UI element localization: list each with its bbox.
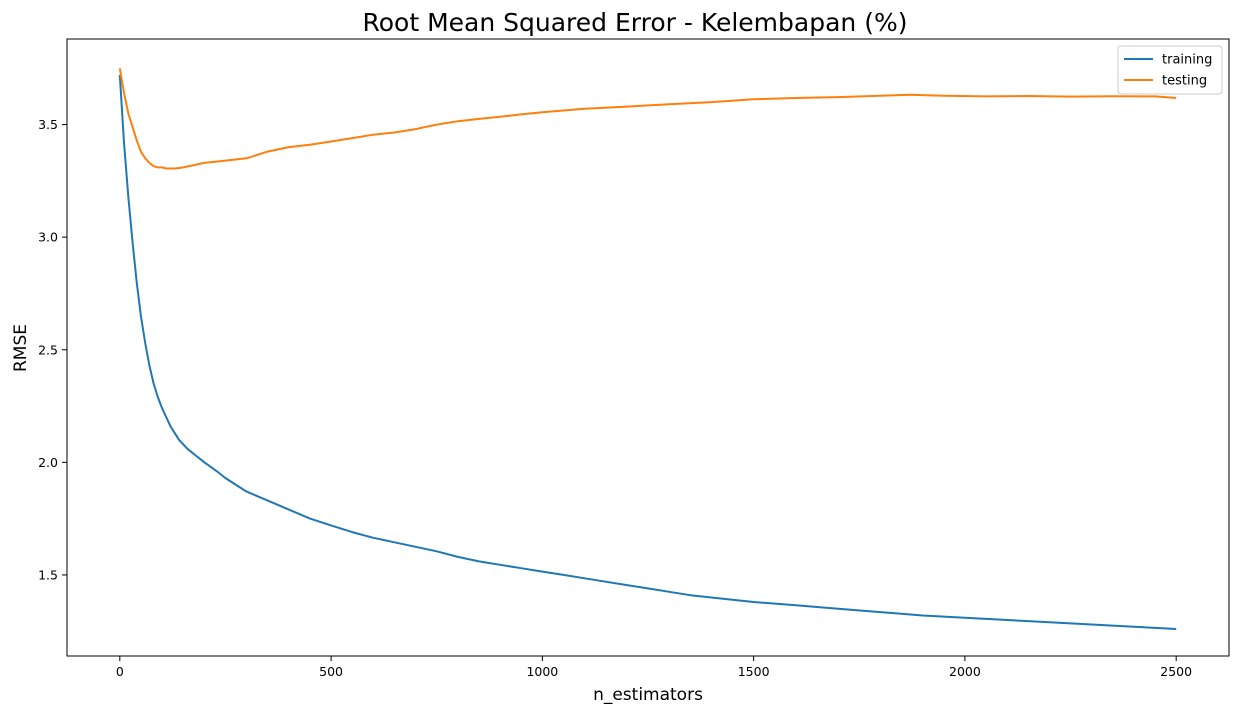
legend-label-testing: testing (1162, 74, 1207, 89)
y-tick-label: 3.0 (38, 230, 58, 245)
chart-title: Root Mean Squared Error - Kelembapan (%) (363, 8, 908, 37)
x-tick-label: 2500 (1160, 664, 1192, 679)
y-tick-label: 2.0 (38, 455, 58, 470)
series-lines (118, 68, 1177, 630)
x-axis-label: n_estimators (593, 685, 703, 705)
y-axis-label: RMSE (11, 324, 31, 372)
x-tick-label: 1500 (738, 664, 770, 679)
legend-label-training: training (1162, 53, 1212, 68)
y-tick-label: 1.5 (38, 567, 58, 582)
x-axis-ticks: 0 500 1000 1500 2000 2500 (116, 656, 1192, 679)
y-tick-label: 3.5 (38, 117, 58, 132)
x-tick-label: 500 (319, 664, 343, 679)
series-line-training (118, 74, 1177, 630)
plot-area (66, 38, 1230, 657)
y-tick-label: 2.5 (38, 342, 58, 357)
series-line-testing (118, 68, 1177, 170)
x-tick-label: 2000 (949, 664, 981, 679)
x-tick-label: 1000 (526, 664, 558, 679)
x-tick-label: 0 (116, 664, 124, 679)
legend: training testing (1117, 45, 1223, 95)
y-axis-ticks: 1.5 2.0 2.5 3.0 3.5 (38, 117, 67, 582)
